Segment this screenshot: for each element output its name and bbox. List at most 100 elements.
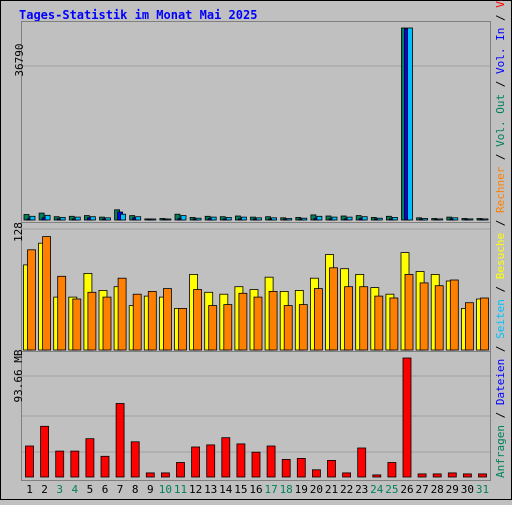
legend-separator: / bbox=[494, 213, 507, 233]
legend-separator: / bbox=[494, 8, 507, 28]
bottom-bar-volumen-day-10 bbox=[160, 472, 170, 478]
bottom-bar-volumen-day-24 bbox=[372, 474, 382, 478]
top-bar-anfragen-day-11 bbox=[174, 213, 181, 221]
middle-bar-rechner-day-12 bbox=[193, 289, 203, 351]
x-tick-label-1: 1 bbox=[26, 483, 33, 496]
middle-bar-rechner-day-13 bbox=[208, 305, 218, 351]
top-bar-seiten-day-8 bbox=[135, 216, 142, 221]
x-tick-label-2: 2 bbox=[41, 483, 48, 496]
top-bar-seiten-day-25 bbox=[391, 216, 398, 221]
top-bar-anfragen-day-17 bbox=[265, 216, 272, 221]
top-bar-seiten-day-26 bbox=[407, 27, 413, 221]
top-bar-seiten-day-7 bbox=[120, 213, 126, 221]
bottom-bar-volumen-day-30 bbox=[462, 473, 472, 478]
middle-bar-rechner-day-14 bbox=[223, 304, 233, 351]
middle-bar-rechner-day-7 bbox=[117, 277, 127, 351]
top-bar-anfragen-day-15 bbox=[234, 215, 241, 221]
bottom-bar-volumen-day-22 bbox=[342, 472, 352, 478]
bottom-bar-volumen-day-25 bbox=[387, 462, 397, 478]
middle-bar-rechner-day-1 bbox=[27, 249, 36, 351]
middle-bar-rechner-day-4 bbox=[72, 298, 82, 351]
x-tick-label-28: 28 bbox=[431, 483, 444, 496]
top-scale-label: 36790 bbox=[13, 43, 26, 76]
legend-separator: / bbox=[494, 339, 507, 359]
top-bar-seiten-day-22 bbox=[346, 216, 353, 221]
x-tick-label-30: 30 bbox=[461, 483, 474, 496]
legend-separator: / bbox=[494, 279, 507, 299]
legend-item-dateien: Dateien bbox=[494, 359, 507, 405]
bottom-bar-volumen-day-11 bbox=[176, 462, 185, 478]
x-tick-label-24: 24 bbox=[370, 483, 384, 496]
bottom-scale-label: 93.66 MB bbox=[12, 349, 25, 402]
middle-bar-rechner-day-16 bbox=[253, 296, 263, 351]
top-bar-anfragen-day-22 bbox=[340, 215, 347, 221]
bottom-bar-volumen-day-1 bbox=[25, 445, 34, 478]
bottom-bar-volumen-day-4 bbox=[70, 450, 80, 478]
bottom-bar-volumen-day-18 bbox=[281, 458, 291, 478]
middle-bar-rechner-day-23 bbox=[359, 286, 369, 351]
legend-item-vol-out: Vol. Out bbox=[494, 94, 507, 147]
bottom-bar-volumen-day-16 bbox=[251, 451, 261, 478]
bottom-bar-volumen-day-7 bbox=[115, 403, 125, 478]
middle-bar-rechner-day-29 bbox=[449, 279, 459, 351]
top-bar-anfragen-day-3 bbox=[53, 216, 60, 221]
top-bar-anfragen-day-25 bbox=[385, 215, 392, 221]
x-tick-label-13: 13 bbox=[204, 483, 217, 496]
bottom-bar-volumen-day-9 bbox=[145, 472, 155, 478]
x-tick-label-16: 16 bbox=[249, 483, 262, 496]
top-bar-seiten-day-18 bbox=[286, 218, 293, 221]
middle-bar-rechner-day-3 bbox=[57, 275, 67, 351]
middle-scale-label: 128 bbox=[12, 222, 25, 242]
bottom-bar-volumen-day-23 bbox=[357, 447, 367, 478]
x-tick-label-19: 19 bbox=[295, 483, 308, 496]
x-tick-label-8: 8 bbox=[132, 483, 139, 496]
bottom-bar-volumen-day-17 bbox=[266, 445, 276, 478]
x-tick-label-31: 31 bbox=[476, 483, 489, 496]
top-bar-anfragen-day-2 bbox=[38, 212, 45, 221]
legend-item-volumen: Volumen bbox=[494, 0, 507, 8]
bar-marks bbox=[23, 27, 489, 478]
middle-bar-rechner-day-31 bbox=[480, 297, 489, 351]
top-bar-seiten-day-10 bbox=[165, 218, 172, 221]
middle-bar-rechner-day-18 bbox=[283, 305, 293, 351]
bottom-bar-volumen-day-26 bbox=[402, 357, 412, 478]
top-bar-seiten-day-30 bbox=[467, 218, 474, 221]
x-tick-label-15: 15 bbox=[234, 483, 247, 496]
legend-item-anfragen: Anfragen bbox=[494, 425, 507, 478]
bottom-bar-volumen-day-21 bbox=[327, 459, 336, 478]
legend-item-vol-in: Vol. In bbox=[494, 28, 507, 74]
x-tick-label-7: 7 bbox=[117, 483, 124, 496]
legend-separator: / bbox=[494, 405, 507, 425]
legend-separator: / bbox=[494, 147, 507, 167]
top-bar-seiten-day-11 bbox=[180, 215, 187, 221]
legend-right: Anfragen / Dateien / Seiten / Besuche / … bbox=[494, 0, 507, 478]
bottom-bar-volumen-day-20 bbox=[311, 469, 321, 478]
bottom-bar-volumen-day-31 bbox=[478, 473, 487, 478]
middle-bar-rechner-day-11 bbox=[178, 307, 187, 351]
top-bar-seiten-day-9 bbox=[150, 218, 157, 221]
middle-bar-rechner-day-8 bbox=[132, 293, 142, 351]
x-tick-label-4: 4 bbox=[71, 483, 78, 496]
bottom-bar-volumen-day-6 bbox=[100, 455, 110, 478]
top-bar-seiten-day-4 bbox=[74, 216, 81, 221]
top-bar-seiten-day-31 bbox=[482, 218, 489, 221]
middle-bar-rechner-day-2 bbox=[42, 236, 51, 351]
chart-title: Tages-Statistik im Monat Mai 2025 bbox=[19, 8, 257, 22]
x-tick-label-12: 12 bbox=[189, 483, 202, 496]
middle-bar-rechner-day-24 bbox=[374, 295, 384, 351]
middle-bar-rechner-day-5 bbox=[87, 291, 97, 351]
top-bar-seiten-day-28 bbox=[437, 218, 444, 221]
top-bar-seiten-day-19 bbox=[301, 217, 308, 221]
x-tick-label-6: 6 bbox=[102, 483, 109, 496]
middle-bar-rechner-day-28 bbox=[434, 285, 444, 351]
top-bar-seiten-day-1 bbox=[29, 215, 36, 221]
x-tick-label-17: 17 bbox=[264, 483, 277, 496]
top-bar-anfragen-day-23 bbox=[355, 215, 362, 221]
x-tick-label-18: 18 bbox=[280, 483, 293, 496]
bottom-bar-volumen-day-2 bbox=[40, 425, 49, 478]
bottom-bar-volumen-day-19 bbox=[296, 457, 306, 478]
x-axis-labels: 1 2 3 4 5 6 7 8 9 10 11 12 13 14 15 16 17 18 19 20 21 22 23 24 2… bbox=[26, 483, 489, 496]
legend-item-seiten: Seiten bbox=[494, 299, 507, 339]
middle-bar-rechner-day-6 bbox=[102, 296, 112, 351]
